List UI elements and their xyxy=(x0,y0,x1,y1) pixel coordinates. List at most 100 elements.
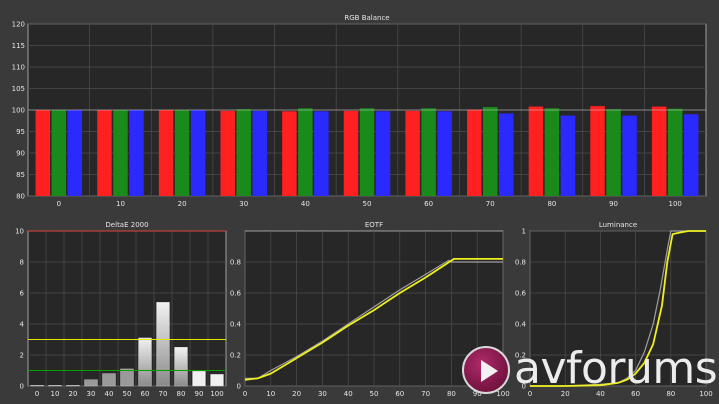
x-tick-label: 0 xyxy=(35,390,39,398)
bar xyxy=(483,106,498,196)
x-tick-label: 10 xyxy=(116,200,125,208)
bar xyxy=(467,109,482,196)
x-tick-label: 30 xyxy=(87,390,96,398)
y-tick-label: 8 xyxy=(20,259,24,267)
chart-title: Luminance xyxy=(599,221,637,229)
x-tick-label: 80 xyxy=(177,390,186,398)
bar xyxy=(51,110,67,196)
y-tick-label: 0.6 xyxy=(515,290,527,298)
x-tick-label: 0 xyxy=(57,200,61,208)
bar xyxy=(437,111,452,196)
bar xyxy=(156,302,170,387)
plot-area xyxy=(529,230,707,387)
x-tick-label: 10 xyxy=(266,390,275,398)
y-tick-label: 0.8 xyxy=(230,259,241,267)
eotf-chart: EOTF 0 0.2 0.4 0.6 0.8 0 10 20 30 40 50 60 70 80 90 100 xyxy=(230,221,510,398)
x-tick-label: 30 xyxy=(318,390,327,398)
y-tick-label: 1 xyxy=(522,228,526,236)
y-tick-label: 0 xyxy=(237,383,241,391)
x-tick-label: 50 xyxy=(370,390,379,398)
series-line xyxy=(530,230,706,387)
y-tick-label: 0 xyxy=(20,383,24,391)
x-tick-label: 30 xyxy=(239,200,248,208)
y-tick-label: 95 xyxy=(16,128,25,136)
x-tick-label: 20 xyxy=(292,390,301,398)
x-tick-label: 40 xyxy=(105,390,114,398)
y-tick-label: 120 xyxy=(12,21,25,29)
x-tick-label: 70 xyxy=(486,200,495,208)
x-tick-label: 90 xyxy=(195,390,204,398)
bar xyxy=(236,109,251,196)
x-tick-label: 0 xyxy=(243,390,247,398)
bar xyxy=(66,385,80,387)
avforums-play-logo-icon xyxy=(462,346,510,394)
chart-title: DeltaE 2000 xyxy=(105,221,148,229)
bar xyxy=(138,337,152,387)
bar xyxy=(129,110,144,196)
y-tick-label: 2 xyxy=(20,352,24,360)
bar xyxy=(120,368,134,387)
y-tick-label: 0.8 xyxy=(515,259,526,267)
y-tick-label: 80 xyxy=(16,193,25,201)
y-tick-label: 0.2 xyxy=(230,352,241,360)
x-tick-label: 60 xyxy=(395,390,404,398)
bar xyxy=(651,106,667,196)
plot-area xyxy=(27,230,227,387)
y-tick-label: 90 xyxy=(16,150,25,158)
bar xyxy=(544,108,560,196)
bar xyxy=(359,108,375,196)
y-tick-label: 110 xyxy=(12,64,25,72)
x-tick-label: 80 xyxy=(666,390,675,398)
y-tick-label: 115 xyxy=(12,42,25,50)
x-tick-label: 100 xyxy=(496,390,509,398)
bar xyxy=(560,115,576,196)
y-tick-label: 0.4 xyxy=(230,321,242,329)
luminance-chart: Luminance 0 0.2 0.4 0.6 0.8 1 0 20 40 60 80 100 xyxy=(515,221,713,398)
bar xyxy=(683,114,699,196)
bar xyxy=(174,110,190,196)
series-line xyxy=(244,258,503,381)
bar xyxy=(84,379,98,387)
avforums-watermark: avforums xyxy=(462,343,719,402)
bar xyxy=(67,110,83,196)
x-tick-label: 0 xyxy=(528,390,532,398)
bar xyxy=(606,109,621,196)
bar xyxy=(667,108,683,196)
bar xyxy=(30,385,44,387)
x-tick-label: 40 xyxy=(301,200,310,208)
bar xyxy=(590,106,605,196)
chart-title: RGB Balance xyxy=(344,14,389,22)
bar xyxy=(35,110,51,196)
x-tick-label: 70 xyxy=(421,390,430,398)
x-tick-label: 90 xyxy=(609,200,618,208)
x-tick-label: 100 xyxy=(210,390,223,398)
x-tick-label: 20 xyxy=(561,390,570,398)
x-tick-label: 40 xyxy=(344,390,353,398)
x-tick-label: 10 xyxy=(51,390,60,398)
bar xyxy=(48,385,62,387)
bar xyxy=(314,111,329,196)
bar xyxy=(210,374,224,387)
series-line xyxy=(245,259,503,379)
bar xyxy=(298,108,313,196)
bar xyxy=(421,108,436,196)
x-tick-label: 80 xyxy=(447,390,456,398)
y-tick-label: 100 xyxy=(12,107,25,115)
bar xyxy=(499,113,514,196)
x-tick-label: 20 xyxy=(178,200,187,208)
x-tick-label: 60 xyxy=(424,200,433,208)
y-tick-label: 0 xyxy=(522,383,526,391)
bar xyxy=(190,110,206,196)
bar xyxy=(102,373,116,387)
chart-title: EOTF xyxy=(365,221,383,229)
rgb-balance-chart: RGB Balance 80 85 90 95 100 105 110 115 120 0 10 20 3… xyxy=(12,14,707,208)
x-tick-label: 80 xyxy=(547,200,556,208)
watermark-brand: avforums xyxy=(514,343,718,394)
y-tick-label: 85 xyxy=(16,171,25,179)
x-tick-label: 70 xyxy=(159,390,168,398)
x-tick-label: 60 xyxy=(141,390,150,398)
x-tick-label: 100 xyxy=(668,200,681,208)
bar xyxy=(252,110,267,196)
